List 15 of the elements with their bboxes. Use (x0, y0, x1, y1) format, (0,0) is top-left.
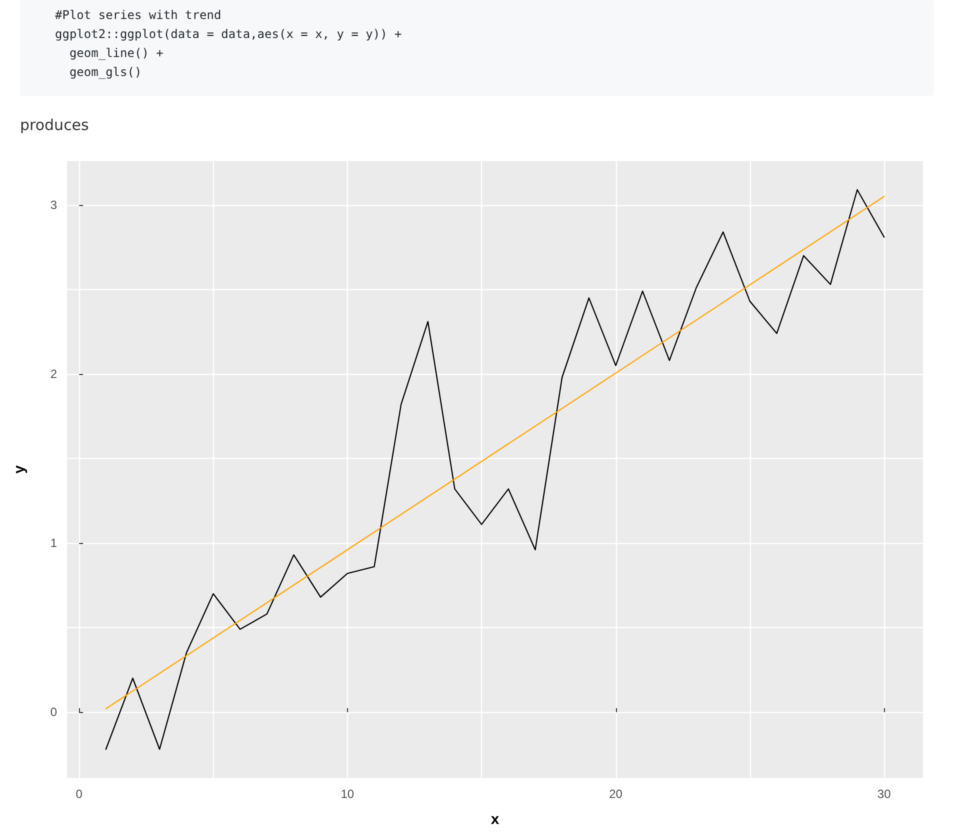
x-tick-label: 10 (340, 787, 354, 801)
x-tick-label: 30 (877, 787, 892, 801)
text: geom_gls() (69, 65, 142, 79)
text: produces (20, 116, 89, 134)
y-tick-label: 3 (50, 198, 58, 212)
text: geom_line() + (69, 46, 164, 60)
text: #Plot series with trend (55, 8, 222, 22)
y-tick-label: 2 (50, 366, 58, 381)
y-tick-label: 0 (50, 705, 58, 720)
y-tick-label: 1 (50, 536, 58, 550)
x-tick-label: 0 (76, 787, 83, 801)
x-axis-title: x (490, 811, 500, 828)
x-tick-label: 20 (609, 787, 623, 801)
text: ggplot2::ggplot(data = data,aes(x = x, y = y)) + (55, 27, 402, 41)
y-axis-title: y (11, 464, 28, 474)
